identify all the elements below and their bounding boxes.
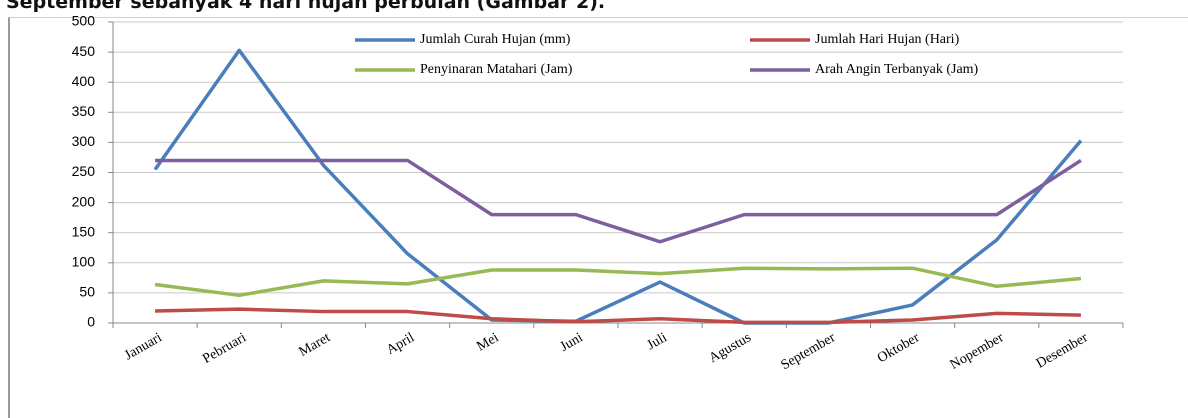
y-tick-label: 350	[72, 103, 96, 119]
x-tick-label: Januari	[122, 330, 165, 363]
legend-label: Jumlah Hari Hujan (Hari)	[815, 32, 960, 47]
legend-label: Arah Angin Terbanyak (Jam)	[815, 62, 979, 77]
x-tick-label: Maret	[297, 330, 334, 360]
series-line	[153, 48, 1083, 325]
x-tick-label: April	[384, 330, 417, 358]
legend-label: Jumlah Curah Hujan (mm)	[420, 32, 571, 47]
y-tick-label: 100	[72, 254, 96, 270]
x-tick-label: Juni	[558, 330, 586, 355]
x-tick-label: Agustus	[707, 330, 754, 366]
y-tick-label: 0	[87, 314, 95, 330]
y-tick-label: 150	[72, 223, 96, 239]
y-tick-label: 250	[72, 163, 96, 179]
x-tick-label: Mei	[474, 330, 501, 354]
series-line	[155, 158, 1082, 244]
x-tick-label: Juli	[645, 330, 670, 353]
x-tick-label: Oktober	[875, 330, 923, 366]
y-tick-label: 300	[72, 133, 96, 149]
series-line	[155, 307, 1081, 325]
y-tick-label: 400	[72, 73, 96, 89]
y-tick-label: 500	[72, 13, 96, 29]
y-tick-label: 50	[79, 284, 95, 300]
caption: September sebanyak 4 hari hujan perbulan…	[6, 0, 606, 13]
y-tick-label: 450	[72, 43, 96, 59]
x-tick-label: Desember	[1034, 330, 1091, 372]
chart-frame	[8, 17, 1188, 418]
y-tick-label: 200	[72, 193, 96, 209]
legend-label: Penyinaran Matahari (Jam)	[420, 62, 573, 77]
x-tick-label: September	[779, 330, 839, 373]
x-tick-label: Nopember	[948, 330, 1007, 373]
series-line	[154, 266, 1082, 298]
x-tick-label: Pebruari	[200, 330, 249, 367]
